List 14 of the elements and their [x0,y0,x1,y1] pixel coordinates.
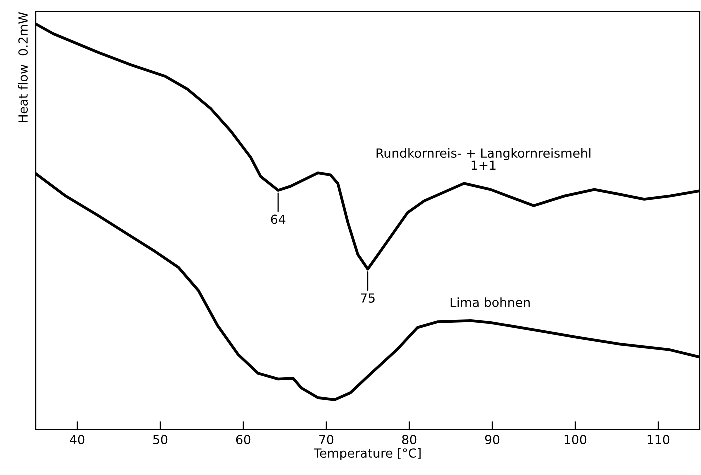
annotation: 64 [271,214,286,224]
x-tick-label: 40 [70,435,85,445]
x-tick-label: 100 [564,435,587,445]
x-axis-title: Temperature [°C] [314,448,421,460]
series-label: Lima bohnen [450,298,530,308]
y-axis-title: Heat flow 0.2mW [18,12,28,122]
x-tick-label: 110 [648,435,670,445]
x-tick-label: 80 [402,435,417,445]
series-label: Rundkornreis- + Langkornreismehl 1+1 [376,148,591,170]
x-tick-label: 50 [154,435,168,445]
annotation: 75 [361,294,375,303]
x-tick-label: 70 [320,435,334,445]
x-tick-label: 60 [236,435,251,445]
x-tick-label: 90 [485,435,500,445]
